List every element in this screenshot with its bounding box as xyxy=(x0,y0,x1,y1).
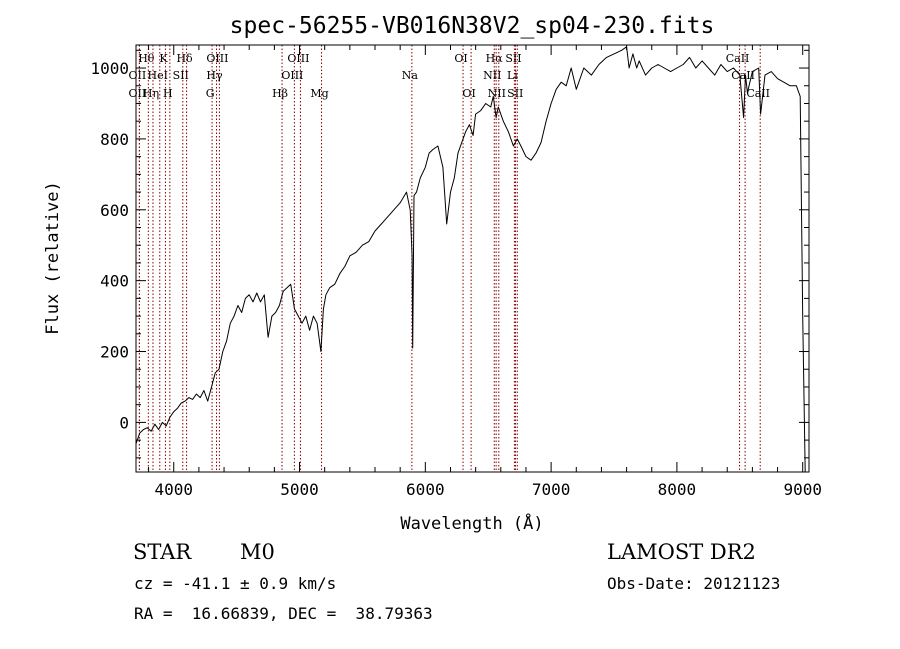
marker-label: SII xyxy=(507,87,523,100)
marker-label: OI xyxy=(454,52,467,65)
axes: 4000 5000 6000 7000 8000 9000 0 200 400 600 800 100… xyxy=(90,45,822,499)
marker-label: SII xyxy=(505,52,521,65)
y-tick-label: 200 xyxy=(100,343,129,362)
spectrum-series xyxy=(135,46,806,473)
class-label: STAR xyxy=(133,540,192,564)
marker-label: G xyxy=(206,87,215,100)
x-axis-label: Wavelength (Å) xyxy=(400,512,543,534)
marker-label: Hη xyxy=(143,87,159,100)
x-tick-label: 9000 xyxy=(783,480,822,499)
marker-label: CaII xyxy=(726,52,750,65)
marker-label: Hα xyxy=(486,52,504,65)
y-axis-label: Flux (relative) xyxy=(43,181,63,335)
x-tick-label: 5000 xyxy=(280,480,319,499)
marker-label: OII xyxy=(129,87,147,100)
marker-label: NII xyxy=(488,87,506,100)
series-line xyxy=(135,46,806,473)
y-tick-label: 400 xyxy=(100,272,129,291)
y-tick-label: 600 xyxy=(100,201,129,220)
coordinates-text: RA = 16.66839, DEC = 38.79363 xyxy=(134,604,433,623)
y-tick-label: 800 xyxy=(100,130,129,149)
marker-label: K xyxy=(159,52,168,65)
marker-label: Mg xyxy=(310,87,328,100)
chart-title: spec-56255-VB016N38V2_sp04-230.fits xyxy=(230,13,715,39)
marker-label: Na xyxy=(402,69,419,82)
marker-label: HeI xyxy=(148,69,168,82)
x-tick-label: 8000 xyxy=(658,480,697,499)
marker-label: Hθ xyxy=(138,52,155,65)
marker-label: Hγ xyxy=(206,69,223,82)
marker-label: Hδ xyxy=(176,52,193,65)
marker-label: H xyxy=(163,87,173,100)
marker-label: OIII xyxy=(206,52,228,65)
x-tick-label: 7000 xyxy=(532,480,571,499)
subclass-label: M0 xyxy=(240,540,275,564)
marker-label: OIII xyxy=(281,69,303,82)
marker-label: Hβ xyxy=(272,87,288,100)
y-tick-label: 1000 xyxy=(90,59,129,78)
marker-label: OIII xyxy=(287,52,309,65)
obs-date-text: Obs-Date: 20121123 xyxy=(607,574,781,593)
marker-label: SII xyxy=(173,69,189,82)
x-tick-label: 6000 xyxy=(406,480,445,499)
y-tick-label: 0 xyxy=(119,413,129,432)
marker-label: OII xyxy=(129,69,147,82)
marker-label: NII xyxy=(483,69,501,82)
marker-label: OI xyxy=(462,87,475,100)
marker-label: Li xyxy=(507,69,518,82)
x-tick-label: 4000 xyxy=(154,480,193,499)
marker-label: CaII xyxy=(746,87,770,100)
plot-frame xyxy=(135,44,810,473)
survey-label: LAMOST DR2 xyxy=(607,540,756,564)
redshift-text: cz = -41.1 ± 0.9 km/s xyxy=(134,574,337,593)
